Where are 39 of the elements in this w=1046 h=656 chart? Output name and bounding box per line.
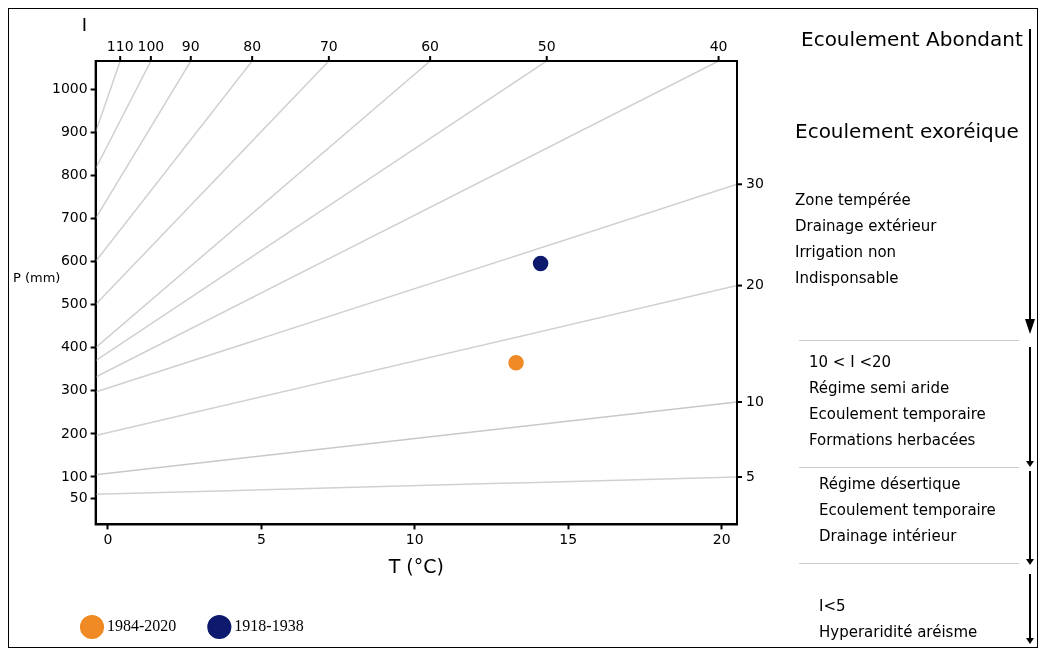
y-tick-label: 400 (60, 338, 88, 355)
series-label: 20 (746, 276, 764, 293)
series-label: 90 (181, 37, 200, 54)
series-label: 60 (421, 37, 440, 54)
text: Zone tempérée Drainage extérieur Irrigation non Indisponsable (795, 190, 937, 289)
x-tick-label: 0 (103, 531, 113, 548)
series-label: 5 (746, 467, 755, 484)
legend-label: 1918-1938 (234, 617, 304, 635)
series-label: 50 (537, 37, 556, 54)
y-tick-label: 200 (60, 424, 88, 441)
legend-label: 1984-2020 (107, 617, 177, 635)
y-tick-label: 100 (60, 467, 88, 484)
text: I<5 Hyperaridité aréisme (819, 596, 978, 643)
x2-axis-title: I (81, 13, 87, 35)
text: Régime désertique Ecoulement temporaire Drainage intérieur (819, 474, 996, 547)
y-tick-label: 500 (60, 295, 88, 312)
text: Ecoulement exoréique (795, 119, 1019, 143)
y-tick-label: 300 (60, 381, 88, 398)
x-tick-label: 10 (405, 531, 424, 548)
series-label: 30 (746, 174, 764, 191)
y-axis-title: P (mm) (13, 270, 61, 286)
x-tick-label: 20 (712, 531, 731, 548)
x-axis-title: T (°C) (387, 554, 444, 577)
y-tick-label: 1000 (51, 79, 88, 96)
series-label: 70 (319, 37, 338, 54)
y-tick-label: 800 (60, 165, 88, 182)
y-tick-label: 900 (60, 122, 88, 139)
y-tick-label: 50 (69, 489, 88, 506)
text: 10 < I <20 Régime semi aride Ecoulement temporaire Formations herbacées (809, 352, 986, 451)
series-label: 100 (137, 37, 165, 54)
y-tick-label: 700 (60, 208, 88, 225)
series-label: 10 (746, 392, 764, 409)
series-label: 80 (243, 37, 262, 54)
text: Ecoulement Abondant (801, 27, 1023, 51)
x-tick-label: 15 (559, 531, 578, 548)
y-tick-label: 600 (60, 252, 88, 269)
x-tick-label: 5 (256, 531, 266, 548)
series-label: 40 (709, 37, 728, 54)
series-label: 110 (106, 37, 134, 54)
